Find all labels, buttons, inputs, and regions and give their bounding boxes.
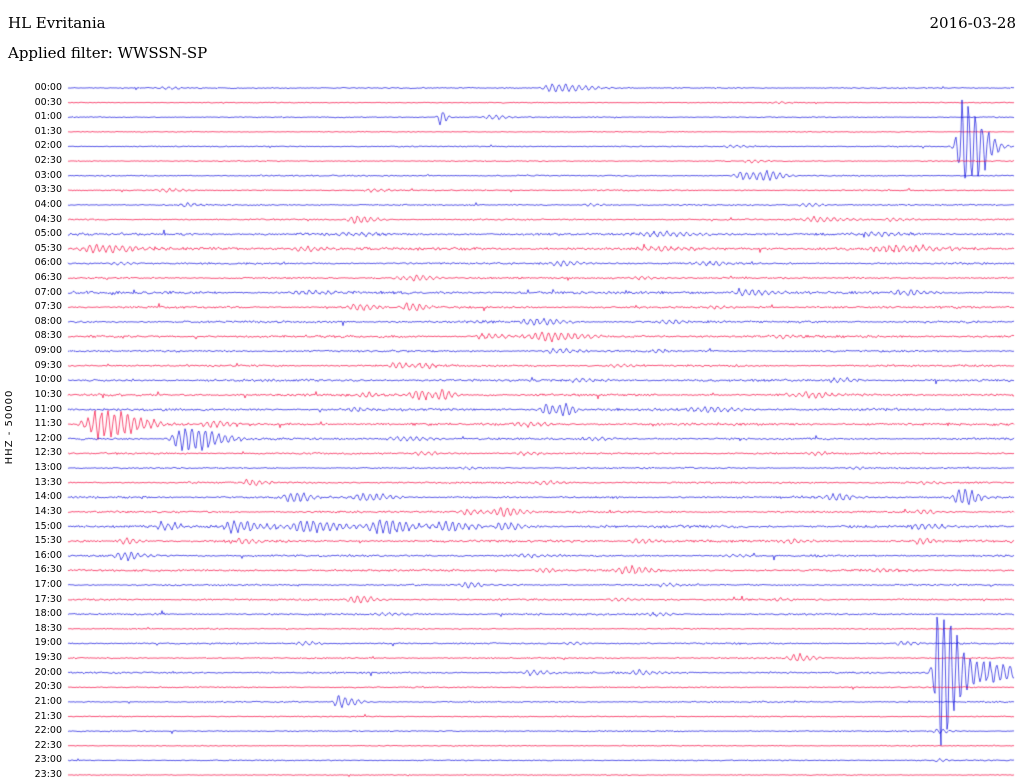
helicorder-page: HL Evritania 2016-03-28 Applied filter: … xyxy=(0,0,1024,780)
seismogram-canvas xyxy=(0,0,1024,780)
